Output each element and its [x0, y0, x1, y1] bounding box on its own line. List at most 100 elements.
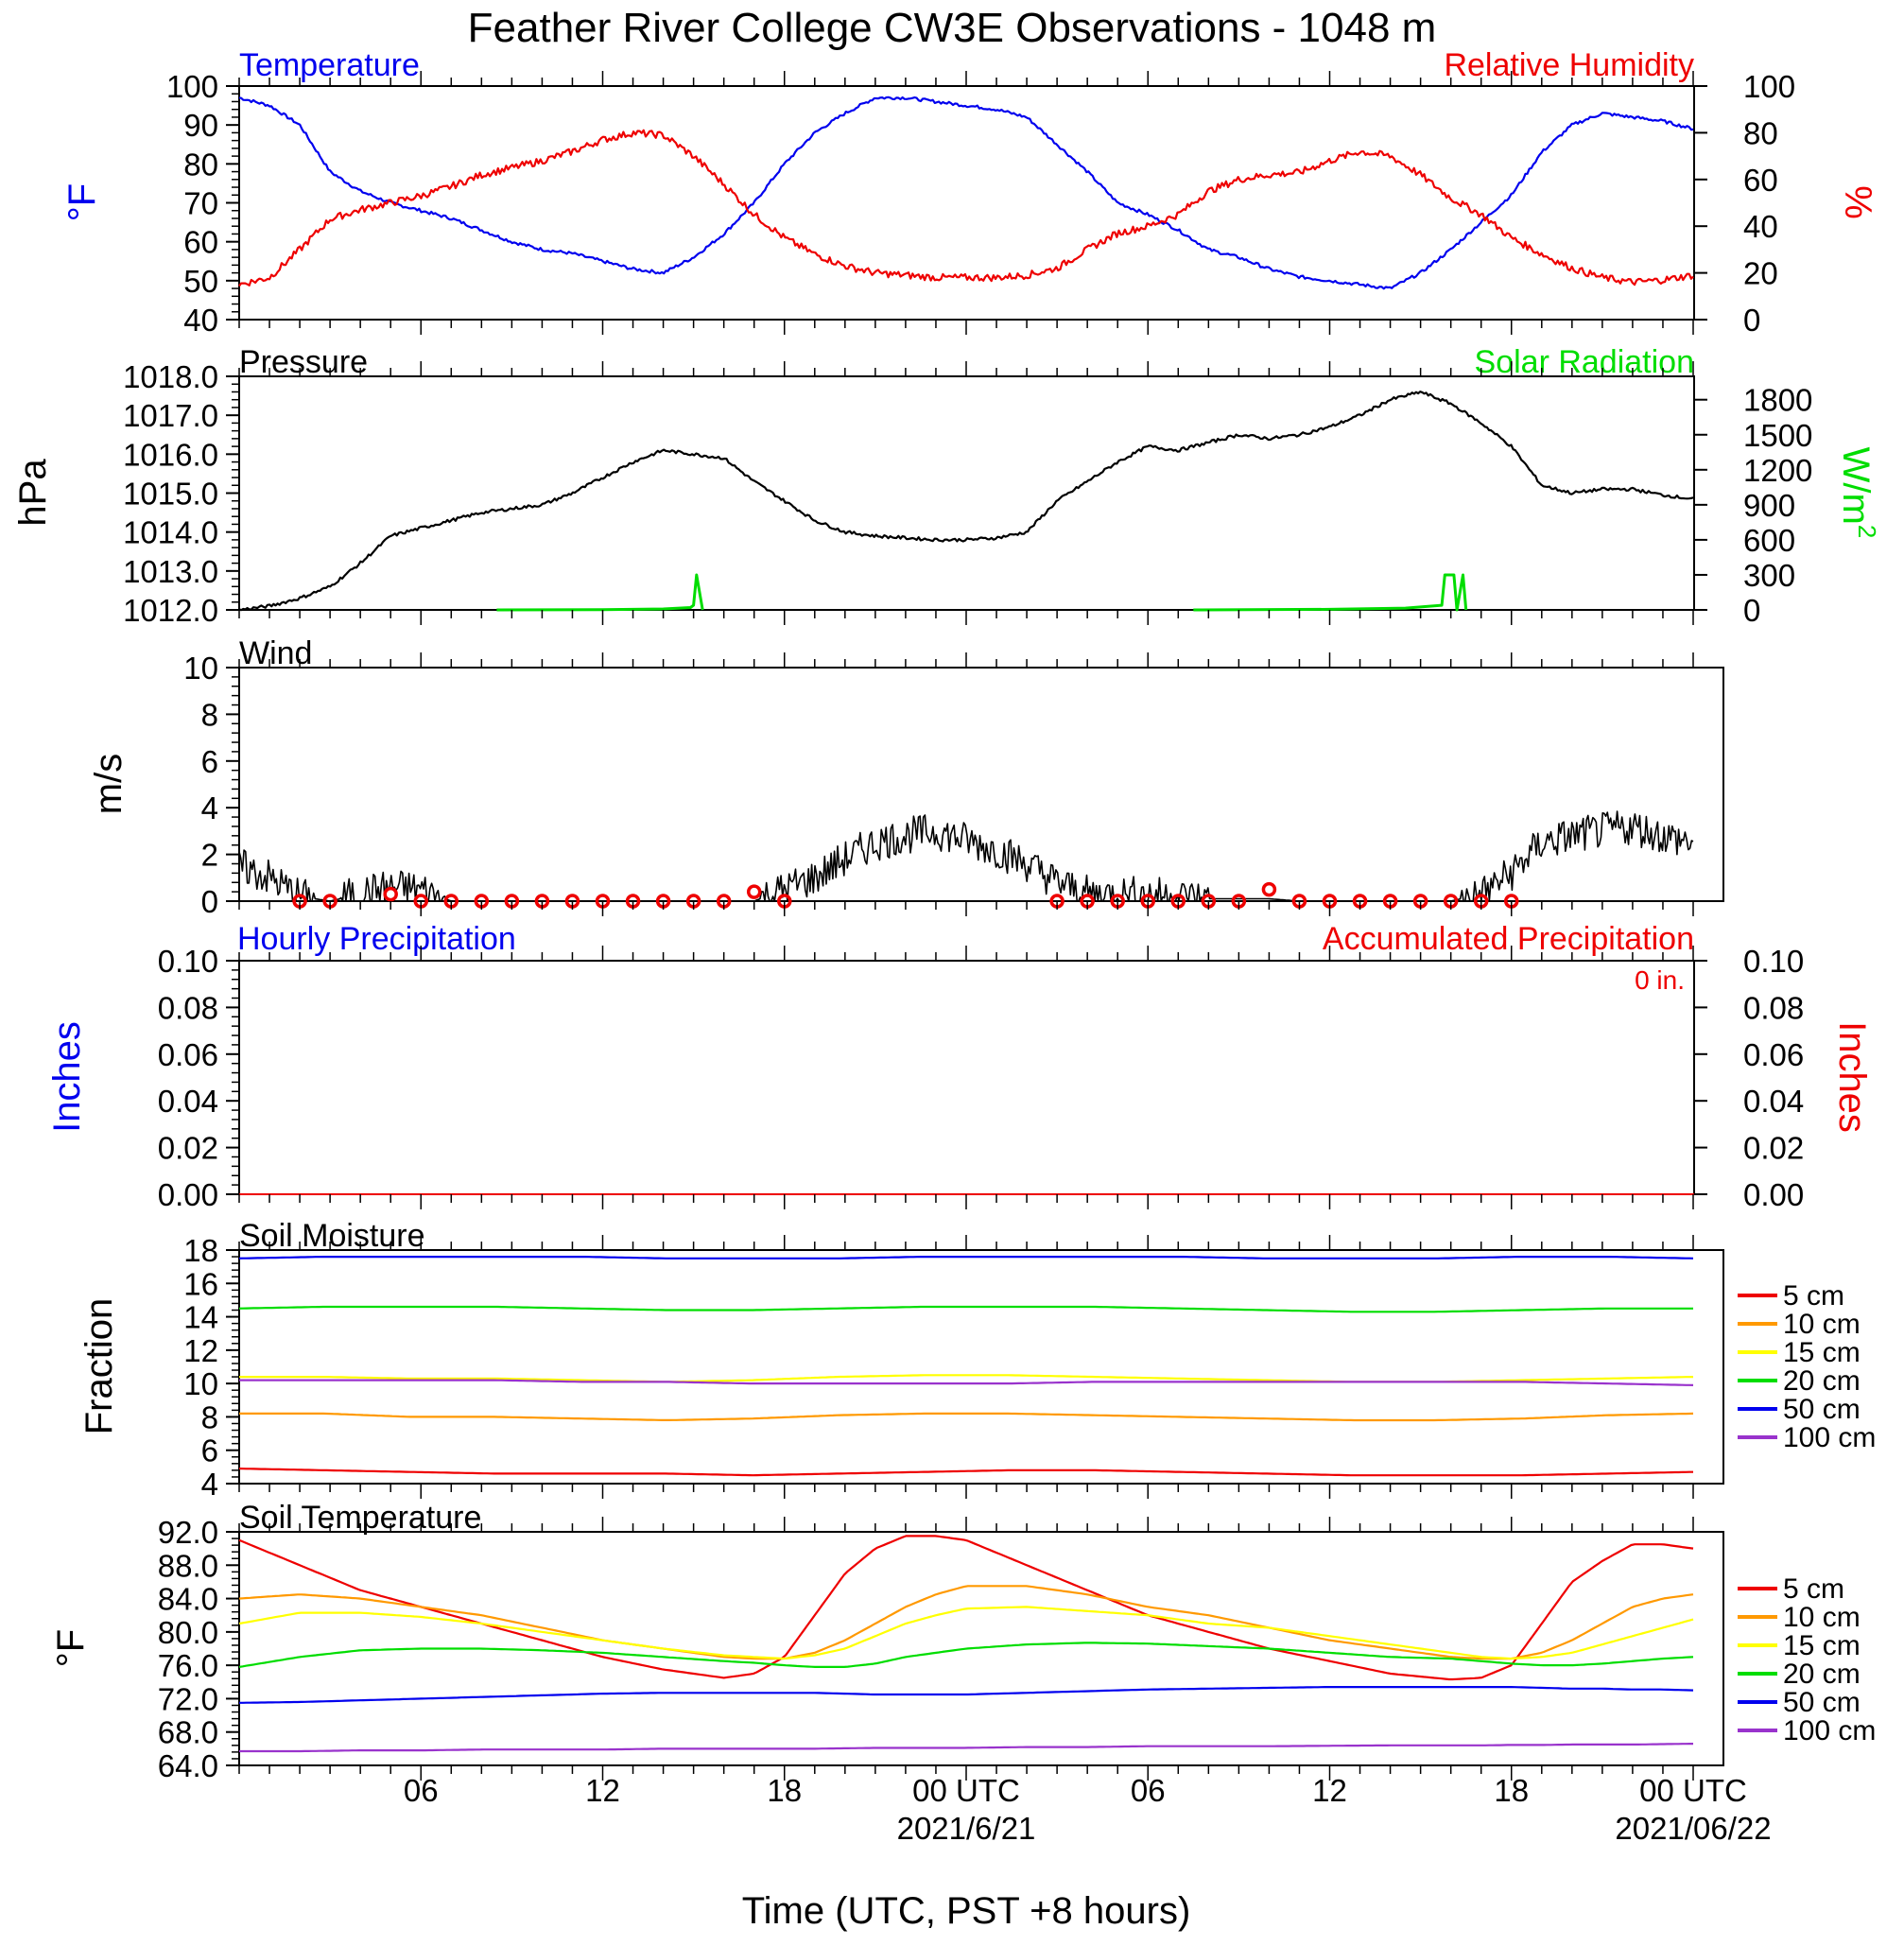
- y2-tick-label: 100: [1743, 69, 1795, 104]
- solar-axis-unit: W/m: [1835, 447, 1877, 525]
- legend-label: 20 cm: [1783, 1659, 1861, 1690]
- temperature-title: Temperature: [239, 47, 420, 83]
- y-tick-label: 76.0: [158, 1648, 218, 1683]
- precip-total-label: 0 in.: [1635, 965, 1685, 995]
- pressure-title: Pressure: [239, 344, 368, 380]
- y-tick-label: 80: [183, 147, 218, 182]
- solar-radiation-title: Solar Radiation: [1475, 344, 1694, 380]
- legend-label: 50 cm: [1783, 1687, 1861, 1718]
- x-tick-label: 06: [404, 1773, 439, 1808]
- temp-axis-label: °F: [61, 183, 103, 221]
- y-tick-label: 1012.0: [123, 593, 218, 628]
- y2-tick-label: 20: [1743, 256, 1778, 291]
- y2-tick-label: 900: [1743, 488, 1795, 523]
- hourly-precip-title: Hourly Precipitation: [237, 921, 516, 957]
- solar-radiation-line: [496, 573, 704, 612]
- soil-temperature-line: [239, 1685, 1694, 1704]
- y2-tick-label: 0: [1743, 593, 1760, 628]
- accum-precip-title: Accumulated Precipitation: [1323, 921, 1694, 957]
- legend-label: 50 cm: [1783, 1394, 1861, 1425]
- x-axis-title: Time (UTC, PST +8 hours): [742, 1890, 1191, 1932]
- y-tick-label: 4: [201, 1467, 218, 1502]
- legend-label: 10 cm: [1783, 1309, 1861, 1340]
- rh-axis-label: %: [1837, 185, 1878, 219]
- wind-panel: [238, 667, 1724, 902]
- y2-tick-label: 1200: [1743, 453, 1812, 488]
- y-tick-label: 84.0: [158, 1582, 218, 1617]
- precip-panel: [238, 960, 1695, 1195]
- y2-tick-label: 40: [1743, 209, 1778, 244]
- soil-moisture-line: [238, 1255, 1694, 1260]
- y2-tick-label: 300: [1743, 558, 1795, 593]
- y-tick-label: 1018.0: [123, 359, 218, 394]
- y2-tick-label: 0.02: [1743, 1131, 1804, 1166]
- x-tick-label: 00 UTC: [912, 1773, 1020, 1808]
- y-tick-label: 72.0: [158, 1681, 218, 1716]
- soil-moisture-line: [238, 1468, 1693, 1477]
- calm-wind-marker: [383, 886, 398, 902]
- y-tick-label: 0.02: [158, 1131, 218, 1166]
- y-tick-label: 68.0: [158, 1715, 218, 1750]
- x-date-label: 2021/06/22: [1615, 1811, 1771, 1846]
- y-tick-label: 0.10: [158, 944, 218, 979]
- wind-speed-line: [238, 810, 1694, 902]
- soil-moisture-line: [239, 1412, 1694, 1422]
- y-tick-label: 1014.0: [123, 515, 218, 550]
- y-tick-label: 60: [183, 225, 218, 260]
- y2-tick-label: 0.06: [1743, 1037, 1804, 1072]
- x-date-label: 2021/6/21: [897, 1811, 1036, 1846]
- y2-tick-label: 0.10: [1743, 944, 1804, 979]
- pressure-axis-label: hPa: [12, 459, 54, 527]
- y-tick-label: 16: [183, 1266, 218, 1301]
- y-tick-label: 64.0: [158, 1748, 218, 1783]
- y-tick-label: 92.0: [158, 1515, 218, 1550]
- soil-temperature-line: [238, 1585, 1694, 1660]
- legend-label: 20 cm: [1783, 1365, 1861, 1397]
- data-series: [238, 96, 1694, 1753]
- solar-axis-label: W/m2: [1835, 447, 1881, 539]
- temperature-line: [238, 96, 1694, 290]
- legend-label: 100 cm: [1783, 1715, 1876, 1746]
- legend-label: 5 cm: [1783, 1573, 1844, 1605]
- figure-title: Feather River College CW3E Observations …: [468, 5, 1437, 51]
- y-tick-label: 1015.0: [123, 477, 218, 512]
- y-tick-label: 0.04: [158, 1084, 218, 1119]
- y2-tick-label: 60: [1743, 163, 1778, 198]
- soil-moisture-axis-label: Fraction: [78, 1298, 120, 1435]
- y-tick-label: 14: [183, 1300, 218, 1335]
- legend-label: 100 cm: [1783, 1422, 1876, 1453]
- y-tick-label: 80.0: [158, 1615, 218, 1650]
- y-tick-label: 12: [183, 1333, 218, 1368]
- soil-temperature-line: [239, 1742, 1693, 1753]
- y-tick-label: 18: [183, 1233, 218, 1268]
- legend-label: 5 cm: [1783, 1280, 1844, 1312]
- relative-humidity-title: Relative Humidity: [1444, 47, 1694, 83]
- soil-temperature-line: [238, 1606, 1694, 1660]
- legend-label: 15 cm: [1783, 1337, 1861, 1368]
- y2-tick-label: 0.04: [1743, 1084, 1804, 1119]
- temp-rh-panel: [238, 85, 1695, 321]
- y-tick-label: 40: [183, 303, 218, 338]
- x-tick-label: 06: [1131, 1773, 1166, 1808]
- y2-tick-label: 600: [1743, 523, 1795, 558]
- soil-moisture-panel: [238, 1249, 1724, 1485]
- y2-tick-label: 1500: [1743, 418, 1812, 453]
- y-tick-label: 2: [201, 838, 218, 873]
- y-tick-label: 0: [201, 884, 218, 919]
- x-tick-label: 00 UTC: [1639, 1773, 1747, 1808]
- y-tick-label: 8: [201, 1399, 218, 1434]
- y-tick-label: 1016.0: [123, 437, 218, 472]
- y2-tick-label: 80: [1743, 115, 1778, 150]
- y-tick-label: 0.06: [158, 1037, 218, 1072]
- soil-temp-panel: [238, 1531, 1724, 1766]
- x-tick-label: 18: [767, 1773, 802, 1808]
- y-tick-label: 8: [201, 697, 218, 732]
- y-tick-label: 70: [183, 186, 218, 221]
- soil-moisture-line: [239, 1379, 1694, 1386]
- soil-moisture-line: [238, 1305, 1693, 1313]
- soil-temp-axis-label: °F: [50, 1629, 92, 1667]
- x-tick-label: 12: [1312, 1773, 1347, 1808]
